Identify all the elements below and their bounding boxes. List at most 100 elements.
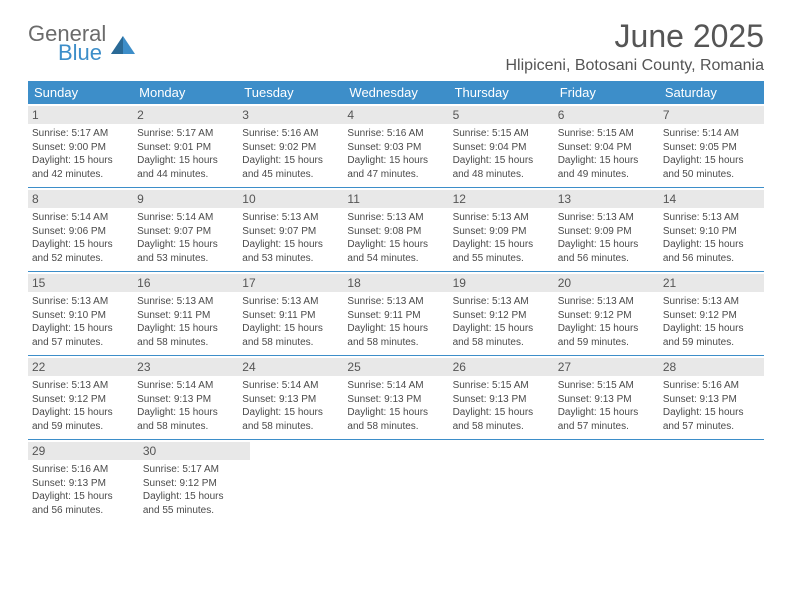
daylight-line: Daylight: 15 hours <box>32 154 129 168</box>
sunset-line: Sunset: 9:07 PM <box>137 225 234 239</box>
sunrise-line: Sunrise: 5:13 AM <box>453 295 550 309</box>
sunrise-line: Sunrise: 5:16 AM <box>242 127 339 141</box>
day-number: 10 <box>238 190 343 208</box>
day-cell: 18Sunrise: 5:13 AMSunset: 9:11 PMDayligh… <box>343 272 448 355</box>
daylight-line: and 52 minutes. <box>32 252 129 266</box>
daylight-line: and 56 minutes. <box>558 252 655 266</box>
daylight-line: Daylight: 15 hours <box>558 406 655 420</box>
daylight-line: Daylight: 15 hours <box>453 238 550 252</box>
daylight-line: and 59 minutes. <box>663 336 760 350</box>
daylight-line: and 59 minutes. <box>558 336 655 350</box>
day-cell: 8Sunrise: 5:14 AMSunset: 9:06 PMDaylight… <box>28 188 133 271</box>
sunrise-line: Sunrise: 5:13 AM <box>558 295 655 309</box>
day-header: Tuesday <box>238 81 343 104</box>
title-block: June 2025 Hlipiceni, Botosani County, Ro… <box>506 18 765 75</box>
daylight-line: and 58 minutes. <box>242 336 339 350</box>
sunrise-line: Sunrise: 5:13 AM <box>242 211 339 225</box>
day-header: Saturday <box>659 81 764 104</box>
empty-cell <box>661 440 764 523</box>
daylight-line: and 58 minutes. <box>242 420 339 434</box>
sunset-line: Sunset: 9:11 PM <box>347 309 444 323</box>
daylight-line: Daylight: 15 hours <box>347 406 444 420</box>
daylight-line: Daylight: 15 hours <box>663 406 760 420</box>
day-cell: 1Sunrise: 5:17 AMSunset: 9:00 PMDaylight… <box>28 104 133 187</box>
daylight-line: and 44 minutes. <box>137 168 234 182</box>
day-number: 20 <box>554 274 659 292</box>
daylight-line: and 58 minutes. <box>347 336 444 350</box>
sunset-line: Sunset: 9:11 PM <box>137 309 234 323</box>
daylight-line: and 47 minutes. <box>347 168 444 182</box>
week-row: 8Sunrise: 5:14 AMSunset: 9:06 PMDaylight… <box>28 188 764 272</box>
day-cell: 25Sunrise: 5:14 AMSunset: 9:13 PMDayligh… <box>343 356 448 439</box>
day-number: 3 <box>238 106 343 124</box>
day-number: 18 <box>343 274 448 292</box>
sunrise-line: Sunrise: 5:15 AM <box>558 127 655 141</box>
daylight-line: Daylight: 15 hours <box>143 490 246 504</box>
sunrise-line: Sunrise: 5:16 AM <box>347 127 444 141</box>
day-cell: 24Sunrise: 5:14 AMSunset: 9:13 PMDayligh… <box>238 356 343 439</box>
daylight-line: and 57 minutes. <box>558 420 655 434</box>
daylight-line: and 58 minutes. <box>137 336 234 350</box>
sunrise-line: Sunrise: 5:14 AM <box>32 211 129 225</box>
day-header: Friday <box>554 81 659 104</box>
sunset-line: Sunset: 9:01 PM <box>137 141 234 155</box>
sunrise-line: Sunrise: 5:14 AM <box>347 379 444 393</box>
day-cell: 3Sunrise: 5:16 AMSunset: 9:02 PMDaylight… <box>238 104 343 187</box>
daylight-line: and 53 minutes. <box>242 252 339 266</box>
daylight-line: Daylight: 15 hours <box>347 154 444 168</box>
sunset-line: Sunset: 9:12 PM <box>453 309 550 323</box>
day-number: 7 <box>659 106 764 124</box>
daylight-line: Daylight: 15 hours <box>663 238 760 252</box>
day-cell: 27Sunrise: 5:15 AMSunset: 9:13 PMDayligh… <box>554 356 659 439</box>
daylight-line: Daylight: 15 hours <box>663 322 760 336</box>
daylight-line: and 50 minutes. <box>663 168 760 182</box>
daylight-line: Daylight: 15 hours <box>137 154 234 168</box>
sunrise-line: Sunrise: 5:13 AM <box>32 295 129 309</box>
daylight-line: Daylight: 15 hours <box>242 406 339 420</box>
daylight-line: Daylight: 15 hours <box>137 322 234 336</box>
sunrise-line: Sunrise: 5:15 AM <box>558 379 655 393</box>
daylight-line: Daylight: 15 hours <box>558 322 655 336</box>
day-cell: 6Sunrise: 5:15 AMSunset: 9:04 PMDaylight… <box>554 104 659 187</box>
day-number: 17 <box>238 274 343 292</box>
sunset-line: Sunset: 9:04 PM <box>453 141 550 155</box>
day-cell: 28Sunrise: 5:16 AMSunset: 9:13 PMDayligh… <box>659 356 764 439</box>
sunset-line: Sunset: 9:10 PM <box>663 225 760 239</box>
daylight-line: Daylight: 15 hours <box>32 238 129 252</box>
sunset-line: Sunset: 9:02 PM <box>242 141 339 155</box>
daylight-line: and 55 minutes. <box>143 504 246 518</box>
day-number: 13 <box>554 190 659 208</box>
sunset-line: Sunset: 9:12 PM <box>32 393 129 407</box>
daylight-line: Daylight: 15 hours <box>32 490 135 504</box>
sunrise-line: Sunrise: 5:14 AM <box>137 211 234 225</box>
day-header: Sunday <box>28 81 133 104</box>
daylight-line: and 58 minutes. <box>347 420 444 434</box>
sunset-line: Sunset: 9:10 PM <box>32 309 129 323</box>
day-number: 23 <box>133 358 238 376</box>
daylight-line: and 45 minutes. <box>242 168 339 182</box>
sunset-line: Sunset: 9:13 PM <box>347 393 444 407</box>
daylight-line: and 56 minutes. <box>663 252 760 266</box>
daylight-line: and 42 minutes. <box>32 168 129 182</box>
sunrise-line: Sunrise: 5:16 AM <box>663 379 760 393</box>
day-cell: 21Sunrise: 5:13 AMSunset: 9:12 PMDayligh… <box>659 272 764 355</box>
daylight-line: Daylight: 15 hours <box>242 238 339 252</box>
daylight-line: Daylight: 15 hours <box>347 238 444 252</box>
daylight-line: Daylight: 15 hours <box>347 322 444 336</box>
sunrise-line: Sunrise: 5:13 AM <box>347 211 444 225</box>
daylight-line: and 59 minutes. <box>32 420 129 434</box>
day-header-row: Sunday Monday Tuesday Wednesday Thursday… <box>28 81 764 104</box>
day-cell: 20Sunrise: 5:13 AMSunset: 9:12 PMDayligh… <box>554 272 659 355</box>
week-row: 15Sunrise: 5:13 AMSunset: 9:10 PMDayligh… <box>28 272 764 356</box>
empty-cell <box>455 440 558 523</box>
sunrise-line: Sunrise: 5:14 AM <box>663 127 760 141</box>
sunset-line: Sunset: 9:13 PM <box>242 393 339 407</box>
day-number: 15 <box>28 274 133 292</box>
day-number: 28 <box>659 358 764 376</box>
day-cell: 12Sunrise: 5:13 AMSunset: 9:09 PMDayligh… <box>449 188 554 271</box>
page-header: General Blue June 2025 Hlipiceni, Botosa… <box>28 18 764 75</box>
sunset-line: Sunset: 9:00 PM <box>32 141 129 155</box>
sunset-line: Sunset: 9:04 PM <box>558 141 655 155</box>
day-cell: 26Sunrise: 5:15 AMSunset: 9:13 PMDayligh… <box>449 356 554 439</box>
day-number: 19 <box>449 274 554 292</box>
